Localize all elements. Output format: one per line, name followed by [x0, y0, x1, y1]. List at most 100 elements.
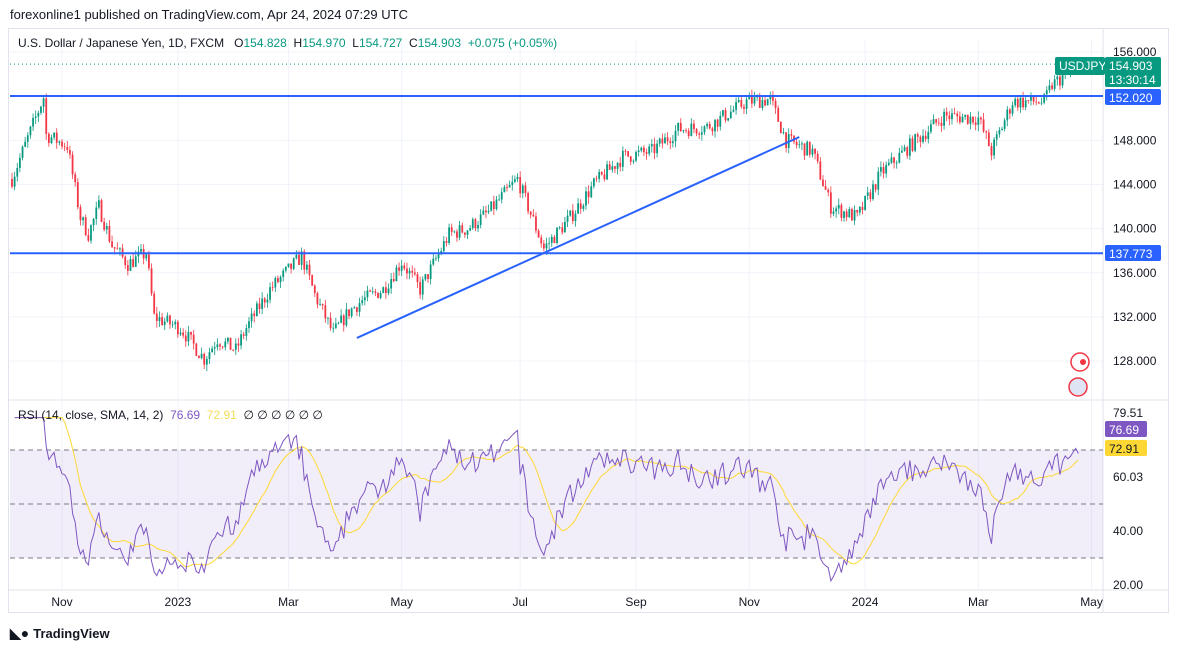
candle-body	[258, 303, 261, 309]
candle-body	[500, 192, 503, 200]
candle-body	[345, 309, 348, 326]
candle-body	[903, 147, 906, 151]
candle-body	[772, 95, 774, 101]
candle-body	[1024, 100, 1027, 108]
candle-body	[514, 179, 516, 182]
candle-body	[856, 210, 859, 213]
candle-body	[727, 118, 730, 121]
chart-frame	[8, 28, 1169, 613]
candle-body	[924, 135, 927, 140]
candle-body	[198, 355, 200, 359]
candle-body	[669, 141, 672, 144]
candle-body	[995, 134, 998, 140]
candle-body	[1051, 85, 1053, 89]
candle-body	[255, 303, 258, 317]
candle-body	[545, 243, 548, 249]
candle-body	[1043, 94, 1046, 103]
candle-body	[922, 135, 924, 142]
candle-body	[648, 146, 651, 154]
candle-body	[587, 191, 590, 198]
candle-body	[964, 114, 967, 117]
high-value: 154.970	[302, 36, 346, 50]
candle-body	[71, 154, 74, 175]
candle-body	[453, 231, 456, 233]
candle-body	[1030, 95, 1032, 101]
candle-body	[400, 265, 403, 271]
candle-body	[140, 249, 142, 252]
tradingview-logo[interactable]: ◣● TradingView	[10, 625, 110, 642]
candle-body	[866, 192, 869, 196]
candle-body	[595, 178, 598, 180]
rsi-line	[14, 417, 1079, 583]
level-low-tag: 137.773	[1105, 245, 1161, 261]
candle-body	[693, 123, 695, 129]
candle-body	[395, 267, 398, 282]
candle-body	[937, 122, 940, 124]
candle-body	[729, 111, 732, 119]
candle-body	[571, 210, 574, 222]
candle-body	[192, 334, 195, 344]
candle-body	[353, 307, 356, 309]
price-tick-label: 136.000	[1113, 266, 1157, 280]
candle-body	[779, 121, 782, 134]
candle-body	[853, 210, 856, 221]
candle-body	[361, 300, 364, 304]
candle-body	[13, 176, 16, 187]
price-tick-label: 140.000	[1113, 222, 1157, 236]
candle-body	[774, 100, 777, 108]
candle-body	[237, 343, 240, 346]
candle-body	[753, 97, 756, 104]
x-tick-label: May	[390, 595, 413, 609]
candle-body	[743, 106, 745, 109]
candle-body	[203, 353, 206, 365]
candle-body	[798, 144, 801, 146]
candle-body	[822, 179, 824, 187]
candle-body	[169, 315, 171, 325]
candle-body	[382, 287, 385, 293]
candle-body	[558, 227, 561, 229]
candle-body	[437, 253, 440, 259]
candle-body	[661, 138, 664, 144]
candle-body	[392, 279, 395, 282]
candle-body	[564, 221, 566, 233]
candle-body	[1056, 76, 1059, 80]
candle-body	[266, 299, 269, 303]
candle-body	[687, 130, 690, 137]
candle-body	[758, 96, 761, 108]
candle-body	[161, 317, 163, 325]
level-high-tag-text: 152.020	[1109, 91, 1153, 105]
candle-body	[506, 187, 508, 188]
candle-body	[182, 332, 185, 336]
candle-body	[677, 122, 680, 131]
candle-body	[943, 111, 945, 126]
candle-body	[890, 157, 893, 163]
candle-body	[769, 95, 772, 100]
candle-body	[614, 166, 616, 169]
candle-body	[261, 298, 264, 309]
candle-body	[832, 211, 835, 214]
candle-body	[184, 335, 187, 342]
x-tick-label: 2024	[852, 595, 879, 609]
candle-body	[608, 164, 611, 170]
candle-body	[337, 322, 340, 324]
candle-body	[635, 151, 637, 161]
candle-body	[442, 241, 445, 252]
candle-body	[42, 98, 45, 107]
candle-body	[145, 254, 148, 259]
rsi-value: 76.69	[170, 408, 201, 422]
candle-body	[29, 126, 32, 136]
candle-body	[377, 292, 379, 298]
candle-body	[600, 171, 603, 175]
candle-body	[1019, 97, 1022, 108]
candle-body	[134, 256, 137, 267]
candle-body	[874, 184, 877, 190]
candle-body	[277, 278, 279, 283]
candle-body	[340, 315, 343, 323]
candle-body	[606, 164, 608, 180]
candle-body	[898, 152, 901, 163]
candle-body	[653, 144, 656, 154]
candle-body	[427, 274, 429, 280]
candle-body	[843, 211, 845, 218]
